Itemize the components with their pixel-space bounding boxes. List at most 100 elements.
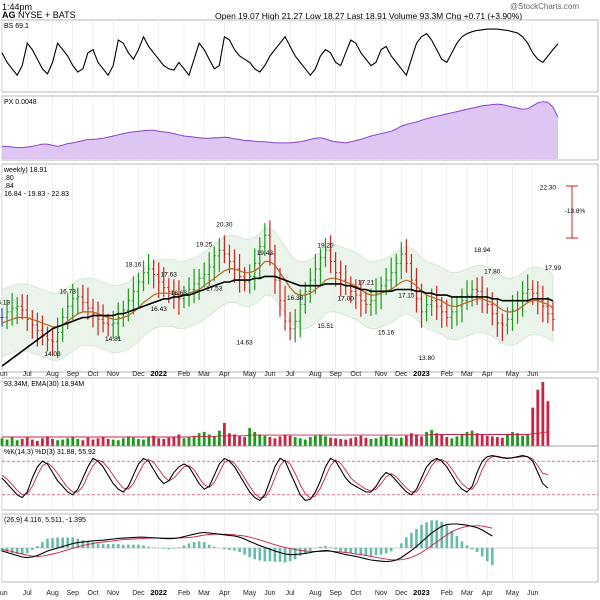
volume-bar-23 [116, 440, 120, 446]
volume-bar-108 [546, 401, 550, 446]
macd-hist-30 [152, 547, 155, 548]
macd-hist-91 [460, 541, 464, 548]
volume-bar-105 [531, 407, 535, 446]
price-annotation-9: 17.53 [206, 285, 223, 292]
macd-hist-18 [91, 542, 95, 548]
macd-hist-64 [324, 546, 327, 548]
price-legend-ma-fast: .80 [4, 175, 14, 182]
x-tick-label-18: Dec [395, 590, 408, 597]
macd-signal-line [1, 525, 493, 561]
macd-hist-67 [339, 548, 342, 552]
volume-bar-77 [389, 437, 393, 446]
price-legend-ma-slow: .84 [4, 183, 14, 190]
volume-bar-106 [536, 389, 540, 446]
volume-bar-57 [288, 435, 292, 446]
macd-hist-83 [420, 524, 423, 548]
price-annotation-22: 17.80 [484, 268, 501, 275]
stochastic-label: %K(14,3) %D(3) 31.88, 55.92 [4, 449, 96, 456]
volume-bar-35 [177, 434, 181, 446]
price-annotation-20: 13.80 [418, 355, 435, 362]
x-tick-label-8: Feb [178, 590, 190, 597]
volume-bar-92 [465, 431, 469, 446]
volume-bar-14 [71, 437, 75, 446]
macd-hist-56 [283, 548, 287, 563]
macd-hist-59 [298, 548, 302, 556]
ratio-label: PX 0.0048 [4, 99, 37, 106]
macd-hist-95 [480, 548, 484, 557]
volume-bar-21 [106, 438, 110, 446]
volume-bar-49 [248, 428, 252, 446]
header-exchange: NYSE + BATS [18, 10, 76, 20]
volume-bar-71 [359, 435, 363, 446]
volume-bar-11 [56, 440, 59, 446]
macd-hist-93 [470, 548, 474, 550]
volume-bar-10 [51, 438, 54, 446]
price-annotation-10: 20.30 [216, 222, 233, 229]
macd-hist-73 [369, 548, 373, 556]
macd-hist-23 [116, 544, 120, 548]
volume-bar-56 [283, 434, 287, 446]
volume-bar-66 [334, 438, 337, 446]
macd-hist-97 [490, 548, 494, 566]
volume-bar-62 [313, 435, 317, 446]
price-annotation-19: 17.15 [398, 293, 415, 300]
price-target-label: -13.8% [565, 208, 586, 215]
volume-bar-70 [354, 437, 358, 446]
macd-line [1, 523, 493, 563]
macd-hist-81 [410, 532, 413, 548]
macd-hist-42 [212, 546, 216, 548]
price-annotation-16: 17.00 [338, 295, 355, 302]
macd-hist-88 [445, 525, 449, 548]
volume-bar-17 [86, 437, 90, 446]
volume-bar-1 [5, 439, 9, 446]
volume-bar-12 [61, 439, 65, 446]
macd-hist-36 [182, 545, 186, 548]
volume-bar-3 [15, 440, 19, 446]
macd-hist-3 [15, 548, 19, 554]
x-tick-label-9: Mar [198, 590, 211, 597]
x-tick-label-mid-13: Jul [286, 371, 295, 378]
macd-hist-53 [268, 548, 272, 562]
volume-bar-67 [339, 438, 343, 446]
volume-bar-63 [319, 434, 322, 446]
volume-bar-76 [384, 435, 388, 446]
x-tick-label-12: Jun [264, 590, 275, 597]
breadth-line [1, 28, 559, 77]
price-annotation-2: 16.73 [60, 288, 77, 295]
macd-hist-94 [475, 548, 479, 552]
price-band [1, 227, 554, 361]
x-tick-label-10: Apr [219, 590, 231, 597]
x-tick-label-15: Sep [329, 590, 342, 597]
macd-hist-29 [147, 546, 150, 548]
price-annotation-17: 17.21 [358, 279, 375, 286]
x-tick-label-mid-21: Mar [461, 371, 474, 378]
volume-bar-91 [460, 434, 464, 446]
macd-hist-68 [344, 548, 348, 553]
x-tick-label-13: Jul [286, 590, 295, 597]
macd-hist-65 [329, 547, 332, 548]
price-ma-slow [1, 275, 554, 367]
macd-hist-10 [51, 538, 54, 548]
macd-hist-66 [334, 548, 337, 550]
stochastic-k-line [1, 455, 549, 502]
volume-bar-78 [394, 438, 398, 446]
header-ohlc: Open 19.07 High 21.27 Low 18.27 Last 18.… [215, 11, 523, 21]
macd-label: (26,9) 4.116, 5.511, -1.395 [4, 517, 86, 524]
macd-hist-8 [41, 542, 44, 548]
macd-hist-44 [223, 548, 226, 550]
macd-hist-89 [450, 530, 454, 548]
volume-bar-90 [455, 436, 459, 446]
volume-bar-55 [278, 436, 282, 446]
macd-hist-15 [76, 538, 80, 548]
header-time: 1:44pm [2, 2, 33, 12]
volume-bar-0 [0, 438, 4, 446]
macd-hist-26 [132, 544, 135, 548]
macd-hist-28 [142, 545, 145, 548]
macd-hist-84 [425, 522, 428, 548]
x-tick-label-mid-3: Sep [67, 371, 80, 378]
header-ticker: AG [2, 10, 16, 20]
macd-hist-22 [111, 544, 115, 548]
x-tick-label-mid-14: Aug [309, 371, 322, 378]
macd-hist-63 [319, 546, 322, 548]
